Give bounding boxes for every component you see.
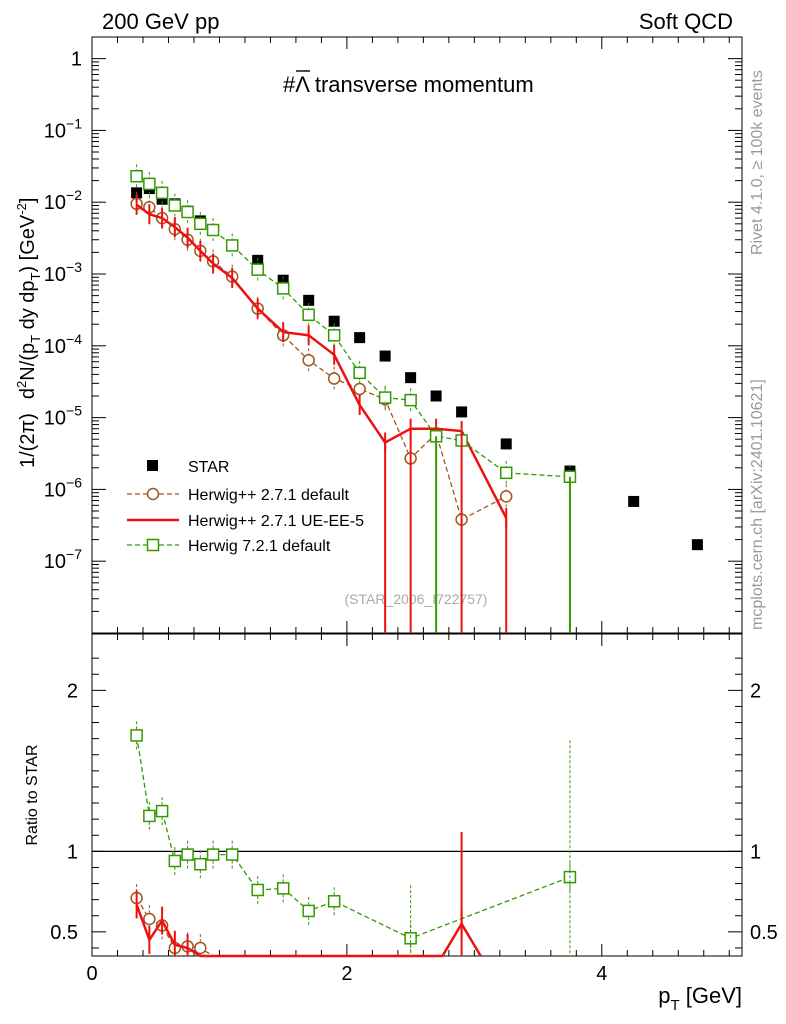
data-point — [155, 186, 169, 200]
header-left: 200 GeV pp — [102, 9, 219, 34]
ratio-y-tick-label: 1 — [67, 841, 78, 863]
data-point — [500, 438, 512, 450]
data-point — [354, 332, 366, 344]
data-point — [251, 263, 264, 276]
data-point — [168, 199, 182, 212]
data-point — [430, 390, 442, 402]
main-axis-ticks — [91, 36, 742, 634]
ratio-y-tick-label: 0.5 — [50, 922, 78, 944]
data-point — [225, 239, 239, 252]
legend-label-herwigpp-default: Herwig++ 2.7.1 default — [188, 487, 350, 504]
data-point — [378, 391, 392, 404]
ratio-axis-ticks — [91, 634, 742, 956]
ratio-point — [302, 904, 315, 918]
mcplots-label: mcplots.cern.ch [arXiv:2401.10621] — [749, 379, 766, 630]
ratio-y-tick-label-right: 0.5 — [750, 922, 778, 944]
data-point — [379, 350, 391, 362]
data-point — [499, 490, 513, 503]
data-point — [456, 406, 468, 418]
main-y-tick-label: 1 — [71, 49, 82, 71]
ratio-point — [206, 848, 220, 861]
data-point — [327, 329, 341, 342]
data-point — [181, 205, 194, 219]
data-point — [628, 495, 640, 507]
main-y-axis-title: 1/(2π)d2N/(pT dy dpT) [GeV-2] — [14, 198, 43, 468]
data-point — [276, 282, 290, 295]
main-title: #Λ transverse momentum — [283, 72, 534, 97]
main-y-tick-label: 10−5 — [44, 403, 82, 430]
legend-label-herwig7: Herwig 7.2.1 default — [188, 538, 331, 555]
main-series-layer — [130, 164, 703, 633]
main-y-tick-label: 10−1 — [44, 115, 82, 142]
data-point — [328, 315, 340, 327]
header-right: Soft QCD — [639, 9, 733, 34]
main-y-tick-label: 10−7 — [44, 546, 82, 573]
ratio-point — [130, 729, 143, 742]
data-point — [327, 372, 341, 385]
data-point — [194, 217, 207, 231]
legend-label-star: STAR — [188, 459, 229, 476]
ratio-y-tick-label: 2 — [67, 680, 78, 702]
series-line-2 — [135, 203, 508, 519]
legend: STAR Herwig++ 2.7.1 default Herwig++ 2.7… — [127, 459, 364, 555]
x-tick-label: 4 — [596, 963, 607, 985]
legend-marker-herwig7 — [146, 538, 160, 552]
analysis-watermark: (STAR_2006_I722757) — [345, 591, 488, 607]
data-point — [277, 274, 289, 286]
ratio-series-layer — [130, 721, 577, 958]
ratio-point — [251, 883, 264, 897]
rivet-label: Rivet 4.1.0, ≥ 100k events — [749, 70, 766, 255]
data-point — [353, 366, 366, 380]
ratio-point — [143, 912, 156, 926]
data-point — [691, 539, 703, 551]
x-tick-label: 0 — [86, 963, 97, 985]
legend-marker-herwigpp-default — [146, 487, 160, 501]
ratio-y-tick-label-right: 2 — [750, 680, 761, 702]
data-point — [302, 353, 315, 367]
data-point — [130, 169, 143, 183]
ratio-point — [276, 882, 290, 895]
data-point — [404, 393, 417, 407]
data-point — [302, 308, 315, 322]
ratio-y-axis-title: Ratio to STAR — [24, 744, 41, 845]
data-point — [156, 193, 168, 205]
x-tick-labels: 0 2 4 — [86, 963, 607, 985]
main-y-tick-labels: 1 10−1 10−2 10−3 10−4 10−5 10−6 10−7 — [44, 49, 82, 574]
ratio-y-tick-labels: 0.5 0.5 1 1 2 2 — [50, 680, 778, 944]
ratio-point — [225, 848, 239, 861]
ratio-point — [155, 804, 169, 818]
main-y-tick-label: 10−3 — [44, 259, 82, 286]
ratio-point — [194, 941, 207, 955]
ratio-line-2 — [135, 735, 571, 940]
series-3 — [130, 164, 577, 489]
ratio-y-tick-label-right: 1 — [750, 841, 761, 863]
x-axis-title: pT [GeV] — [658, 983, 742, 1014]
main-y-tick-label: 10−6 — [44, 474, 82, 501]
data-point — [143, 177, 156, 191]
main-plot-frame — [91, 36, 743, 634]
data-point — [405, 372, 417, 384]
main-y-tick-label: 10−4 — [44, 331, 82, 358]
ratio-series-2 — [130, 721, 577, 953]
ratio-point — [168, 854, 182, 868]
data-point — [353, 382, 366, 396]
legend-label-herwigpp-ueee5: Herwig++ 2.7.1 UE-EE-5 — [188, 513, 364, 530]
data-point — [303, 294, 315, 306]
ratio-point — [181, 848, 194, 861]
ratio-point — [327, 895, 341, 908]
x-tick-label: 2 — [341, 963, 352, 985]
ratio-point — [143, 809, 156, 823]
ratio-point — [194, 857, 207, 871]
legend-marker-star — [147, 460, 158, 471]
main-y-tick-label: 10−2 — [44, 187, 82, 214]
series-2 — [135, 194, 508, 528]
data-point — [206, 223, 220, 237]
ratio-plot-frame — [91, 633, 743, 957]
data-point — [499, 466, 513, 480]
